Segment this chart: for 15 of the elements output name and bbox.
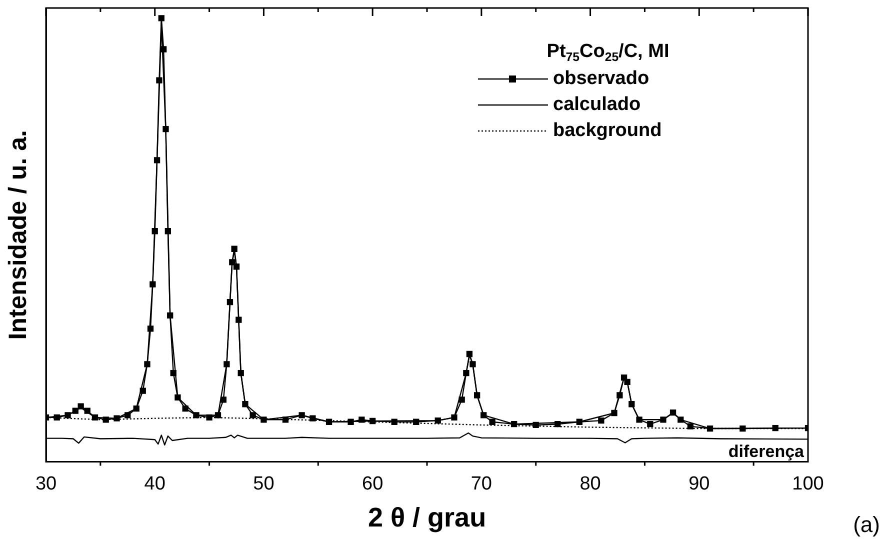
series-label: diferença [728,442,805,461]
x-tick-label: 100 [792,473,824,494]
text: (a) [853,512,880,538]
legend-label: background [553,120,662,142]
x-tick-label: 60 [362,473,384,494]
x-tick-label: 50 [253,473,274,494]
x-tick-label: 90 [688,473,710,494]
x-tick-label: 70 [470,473,492,494]
x-tick-label: 30 [35,473,57,494]
y-axis-title: Intensidade / u. a. [4,130,32,340]
x-axis-title: 2 θ / grau [368,502,486,532]
legend-label: calculado [553,94,641,116]
x-tick-label: 40 [144,473,166,494]
legend-label: observado [553,68,650,90]
x-tick-label: 80 [580,473,601,494]
